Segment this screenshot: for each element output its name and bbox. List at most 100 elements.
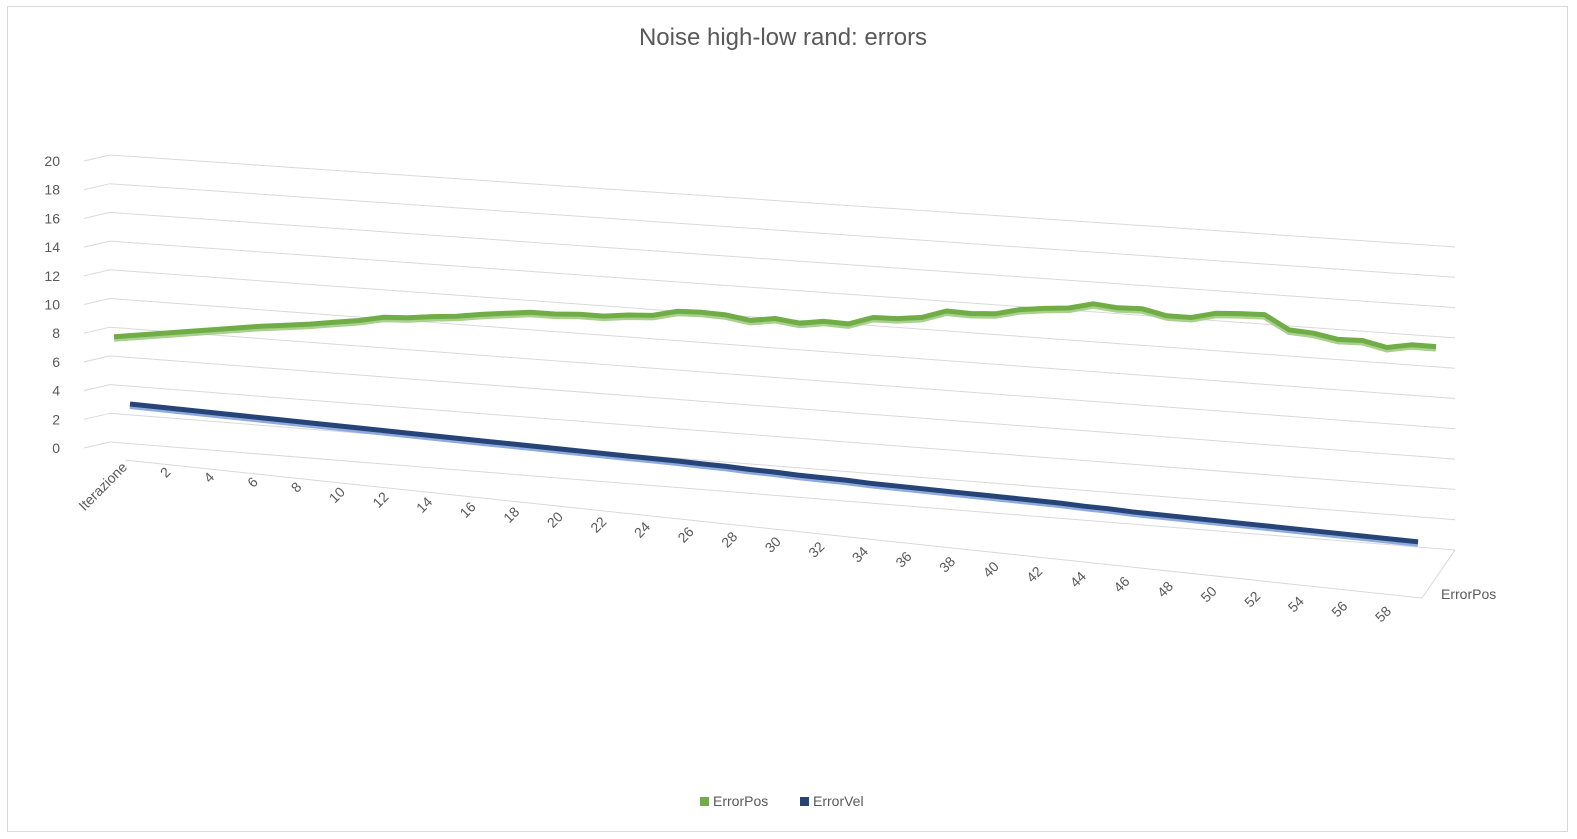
gridline-depth-14 bbox=[83, 240, 111, 248]
gridline-depth-4 bbox=[83, 384, 111, 392]
data-point-errorpos bbox=[505, 313, 506, 314]
data-point-errorpos bbox=[677, 311, 678, 312]
gridline-16 bbox=[109, 211, 1456, 309]
y-tick-label: 20 bbox=[44, 153, 60, 169]
x-tick-label: 8 bbox=[288, 479, 305, 496]
gridline-14 bbox=[109, 240, 1456, 339]
x-axis: Iterazione 2 4 6 8 10 12 14 16 18 20 22 24 26 28 30 32 34… bbox=[75, 459, 1394, 625]
data-point-errorvel bbox=[1107, 508, 1108, 509]
data-point-errorvel bbox=[1203, 519, 1204, 520]
x-tick-label: 32 bbox=[805, 538, 827, 560]
y-tick-label: 16 bbox=[44, 210, 60, 226]
data-point-errorvel bbox=[630, 456, 631, 457]
x-tick-label: 10 bbox=[326, 483, 348, 505]
y-tick-label: 14 bbox=[44, 239, 60, 255]
data-point-errorpos bbox=[848, 323, 849, 324]
legend-swatch-errorvel bbox=[800, 797, 809, 806]
data-point-errorpos bbox=[1068, 308, 1069, 309]
data-point-errorvel bbox=[344, 426, 345, 427]
series-layer bbox=[113, 301, 1437, 547]
data-point-errorvel bbox=[1298, 529, 1299, 530]
data-point-errorpos bbox=[138, 335, 139, 336]
data-point-errorpos bbox=[1338, 339, 1339, 340]
y-tick-label: 18 bbox=[44, 182, 60, 198]
data-point-errorvel bbox=[1084, 506, 1085, 507]
data-point-errorvel bbox=[511, 443, 512, 444]
data-point-errorpos bbox=[358, 320, 359, 321]
data-point-errorpos bbox=[1411, 344, 1412, 345]
data-point-errorvel bbox=[1131, 511, 1132, 512]
data-point-errorvel bbox=[1274, 526, 1275, 527]
x-tick-label: 2 bbox=[157, 464, 174, 481]
data-point-errorvel bbox=[1012, 498, 1013, 499]
data-point-errorvel bbox=[964, 493, 965, 494]
data-point-errorpos bbox=[970, 313, 971, 314]
data-point-errorvel bbox=[1251, 524, 1252, 525]
legend: ErrorPos ErrorVel bbox=[700, 793, 864, 809]
data-point-errorpos bbox=[1436, 346, 1437, 347]
x-tick-label: 20 bbox=[544, 508, 566, 530]
gridline-depth-20 bbox=[83, 154, 111, 162]
data-point-errorvel bbox=[845, 480, 846, 481]
data-point-errorpos bbox=[750, 320, 751, 321]
data-point-errorpos bbox=[946, 311, 947, 312]
data-point-errorvel bbox=[368, 429, 369, 430]
data-point-errorvel bbox=[678, 461, 679, 462]
x-tick-label: 14 bbox=[413, 493, 435, 515]
data-point-errorpos bbox=[603, 316, 604, 317]
x-tick-label: 48 bbox=[1154, 578, 1176, 600]
data-point-errorpos bbox=[799, 323, 800, 324]
legend-swatch-errorpos bbox=[700, 797, 709, 806]
data-point-errorpos bbox=[1044, 308, 1045, 309]
data-point-errorpos bbox=[114, 336, 115, 337]
data-point-errorvel bbox=[797, 475, 798, 476]
data-point-errorvel bbox=[487, 441, 488, 442]
x-tick-label: 4 bbox=[200, 469, 217, 486]
x-tick-label: 46 bbox=[1110, 573, 1132, 595]
data-point-errorvel bbox=[201, 411, 202, 412]
gridline-depth-2 bbox=[83, 412, 111, 420]
data-point-errorpos bbox=[652, 315, 653, 316]
x-tick-label: 42 bbox=[1023, 563, 1045, 585]
data-point-errorpos bbox=[921, 317, 922, 318]
data-point-errorpos bbox=[1166, 315, 1167, 316]
series-line-errorpos bbox=[113, 301, 1437, 350]
gridline-4 bbox=[109, 384, 1456, 490]
data-point-errorvel bbox=[917, 488, 918, 489]
data-point-errorpos bbox=[236, 328, 237, 329]
gridline-6 bbox=[109, 355, 1456, 460]
data-point-errorpos bbox=[824, 321, 825, 322]
data-point-errorvel bbox=[750, 469, 751, 470]
y-tick-label: 8 bbox=[52, 325, 60, 341]
data-point-errorvel bbox=[297, 421, 298, 422]
x-tick-label: 50 bbox=[1197, 583, 1219, 605]
y-tick-label: 10 bbox=[44, 297, 60, 313]
legend-label-errorpos: ErrorPos bbox=[713, 793, 768, 809]
x-tick-label: 40 bbox=[980, 558, 1002, 580]
data-point-errorvel bbox=[702, 463, 703, 464]
data-point-errorpos bbox=[579, 314, 580, 315]
data-point-errorvel bbox=[821, 477, 822, 478]
data-point-errorpos bbox=[1387, 347, 1388, 348]
legend-label-errorvel: ErrorVel bbox=[813, 793, 864, 809]
x-tick-label: 16 bbox=[456, 498, 478, 520]
data-point-errorvel bbox=[273, 419, 274, 420]
x-tick-label: 44 bbox=[1067, 568, 1089, 590]
data-point-errorvel bbox=[1060, 503, 1061, 504]
x-tick-label: 6 bbox=[244, 474, 261, 491]
y-axis: 0 2 4 6 8 10 12 14 16 18 20 bbox=[44, 153, 60, 456]
data-point-errorvel bbox=[416, 434, 417, 435]
gridline-8 bbox=[109, 326, 1456, 430]
x-tick-label: 30 bbox=[762, 533, 784, 555]
data-point-errorpos bbox=[554, 314, 555, 315]
data-point-errorvel bbox=[988, 495, 989, 496]
x-tick-label: 54 bbox=[1285, 593, 1307, 615]
floor-right-edge bbox=[1421, 549, 1456, 599]
x-tick-label: 12 bbox=[369, 488, 391, 510]
y-tick-label: 4 bbox=[52, 383, 60, 399]
data-point-errorvel bbox=[440, 436, 441, 437]
gridline-depth-6 bbox=[83, 355, 111, 363]
data-point-errorvel bbox=[654, 458, 655, 459]
gridline-depth-0 bbox=[83, 441, 111, 449]
